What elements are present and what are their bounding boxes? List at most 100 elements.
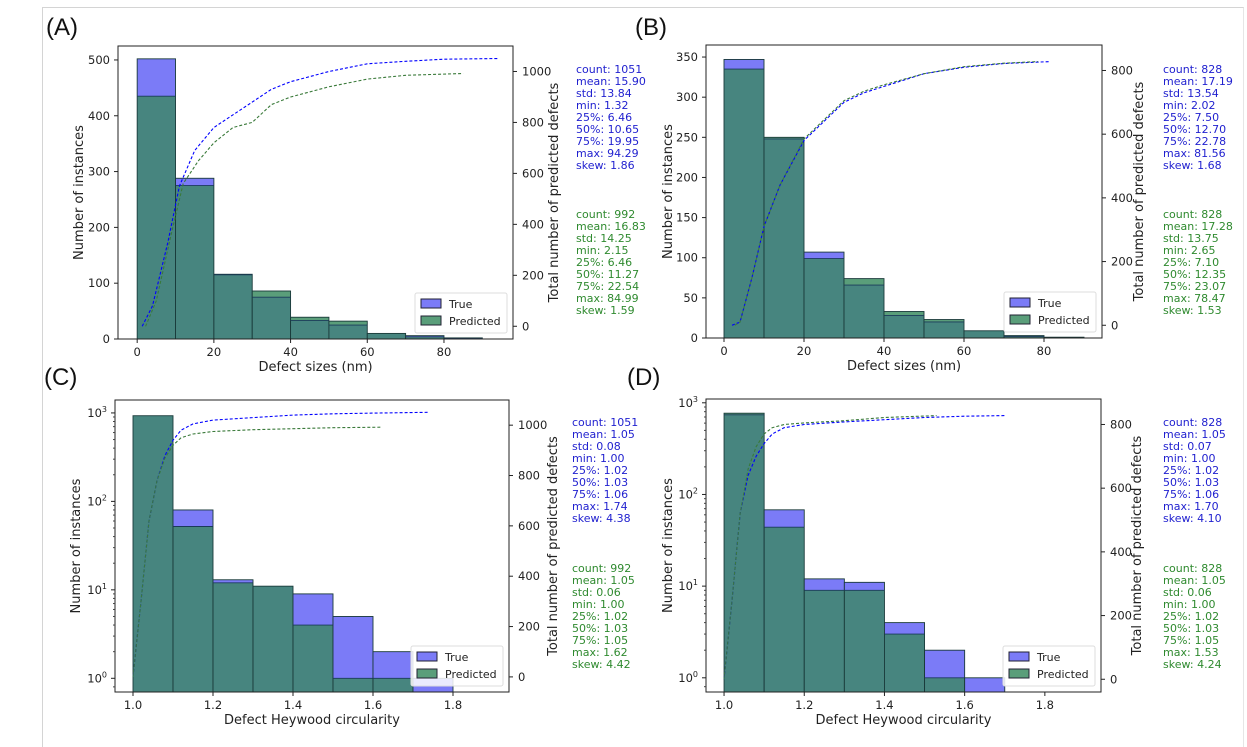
stat-true: 50%: 12.70: [1163, 123, 1226, 136]
stat-predicted: count: 992: [572, 562, 631, 575]
panel-label: (B): [635, 14, 667, 41]
bar-overlap: [293, 625, 333, 692]
bar-overlap: [333, 678, 373, 692]
stat-predicted: min: 2.15: [576, 244, 628, 257]
y-tick-label: 200: [88, 220, 110, 234]
bar-true: [213, 579, 253, 583]
x-tick-label: 1.0: [124, 698, 142, 712]
stat-predicted: max: 78.47: [1163, 292, 1226, 305]
y-tick-label: 150: [676, 211, 698, 225]
stat-predicted: std: 0.06: [1163, 586, 1212, 599]
stat-predicted: mean: 1.05: [572, 574, 635, 587]
stat-predicted: min: 1.00: [1163, 598, 1215, 611]
y2-tick-label: 1000: [518, 418, 547, 432]
bar-true: [293, 593, 333, 626]
stat-predicted: std: 0.06: [572, 586, 621, 599]
y2-tick-label: 600: [522, 166, 544, 180]
y-tick-label: 100: [88, 276, 110, 290]
y-tick-label: 50: [683, 291, 698, 305]
legend-swatch-predicted: [1009, 314, 1031, 325]
stat-predicted: count: 992: [576, 208, 635, 221]
stat-predicted: mean: 17.28: [1163, 220, 1233, 233]
bar-true: [724, 59, 764, 70]
legend-label-true: True: [448, 298, 473, 311]
cumulative-line-true: [731, 61, 1051, 326]
bar-true: [844, 582, 885, 591]
bar-predicted: [290, 317, 329, 321]
stat-true: std: 13.54: [1163, 87, 1219, 100]
stat-true: skew: 1.68: [1163, 159, 1222, 172]
bar-overlap: [405, 336, 444, 339]
legend-label-predicted: Predicted: [1037, 668, 1089, 681]
y2-tick-label: 200: [518, 620, 540, 634]
x-axis-label: Defect sizes (nm): [847, 359, 961, 374]
legend: True Predicted: [410, 645, 504, 687]
stat-true: skew: 4.10: [1163, 512, 1222, 525]
bar-overlap: [924, 321, 964, 338]
bar-true: [804, 578, 845, 591]
bar-overlap: [804, 590, 845, 692]
bar-overlap: [367, 333, 406, 339]
y-tick-label: 300: [88, 165, 110, 179]
cumulative-line-predicted: [723, 415, 937, 680]
axes-frame: [114, 399, 510, 693]
stat-true: 25%: 1.02: [1163, 464, 1219, 477]
y-tick-label: 500: [88, 53, 110, 67]
y-axis-label: Number of instances: [661, 478, 676, 613]
stat-true: count: 828: [1163, 63, 1222, 76]
stat-true: min: 2.02: [1163, 99, 1215, 112]
panel-label: (A): [46, 14, 78, 41]
stat-true: max: 1.70: [1163, 500, 1219, 513]
x-tick-label: 60: [360, 345, 375, 359]
bar-predicted: [328, 321, 368, 326]
stat-true: std: 0.07: [1163, 440, 1212, 453]
legend-swatch-true: [1009, 297, 1031, 308]
y-tick-label: 103: [87, 405, 107, 420]
bar-overlap: [804, 258, 844, 338]
bar-overlap: [724, 414, 765, 692]
y-tick-label: 350: [676, 50, 698, 64]
stat-predicted: count: 828: [1163, 562, 1222, 575]
histogram-bars: [723, 412, 1006, 693]
axes-frame: [117, 45, 514, 340]
stat-true: min: 1.00: [572, 452, 624, 465]
y-tick-label: 0: [103, 332, 110, 346]
x-tick-label: 1.4: [875, 698, 893, 712]
x-tick-label: 1.2: [204, 698, 222, 712]
stat-true: skew: 1.86: [576, 159, 635, 172]
stat-true: max: 94.29: [576, 147, 639, 160]
bar-true: [924, 650, 965, 678]
bar-true: [175, 178, 214, 186]
x-tick-label: 40: [877, 344, 892, 358]
panel-c: (C) 1.0 1.2 1.4 1.6 1.8 100 101 102 103 0 200 400 600…: [44, 364, 638, 728]
bar-true: [405, 335, 444, 337]
bar-overlap: [884, 315, 924, 338]
bar-overlap: [964, 330, 1004, 338]
stat-predicted: 50%: 11.27: [576, 268, 639, 281]
y-tick-label: 100: [678, 670, 698, 685]
panel-label: (C): [44, 364, 77, 391]
y-tick-label: 250: [676, 130, 698, 144]
bar-true: [804, 252, 844, 259]
legend-label-true: True: [1037, 297, 1062, 310]
stat-predicted: 25%: 7.10: [1163, 256, 1219, 269]
legend: True Predicted: [414, 292, 508, 334]
legend-label-true: True: [1036, 651, 1061, 664]
y-axis-label: Number of instances: [72, 125, 87, 260]
y-tick-label: 101: [87, 582, 107, 597]
bar-overlap: [175, 185, 214, 339]
stat-predicted: mean: 16.83: [576, 220, 646, 233]
stat-true: count: 1051: [572, 416, 638, 429]
y-tick-label: 103: [678, 395, 698, 410]
cumulative-line-predicted: [734, 61, 1039, 326]
stat-predicted: 75%: 22.54: [576, 280, 639, 293]
stat-true: count: 1051: [576, 63, 642, 76]
bar-overlap: [137, 96, 176, 339]
stat-true: 75%: 1.06: [1163, 488, 1219, 501]
bar-overlap: [290, 320, 329, 339]
bar-overlap: [252, 297, 291, 339]
panel-b: (B)0 20 40 60 800501001502002503003500200400…: [635, 14, 1233, 374]
histogram-bars: [132, 415, 454, 693]
x-tick-label: 1.0: [715, 698, 733, 712]
bar-predicted: [924, 319, 964, 322]
